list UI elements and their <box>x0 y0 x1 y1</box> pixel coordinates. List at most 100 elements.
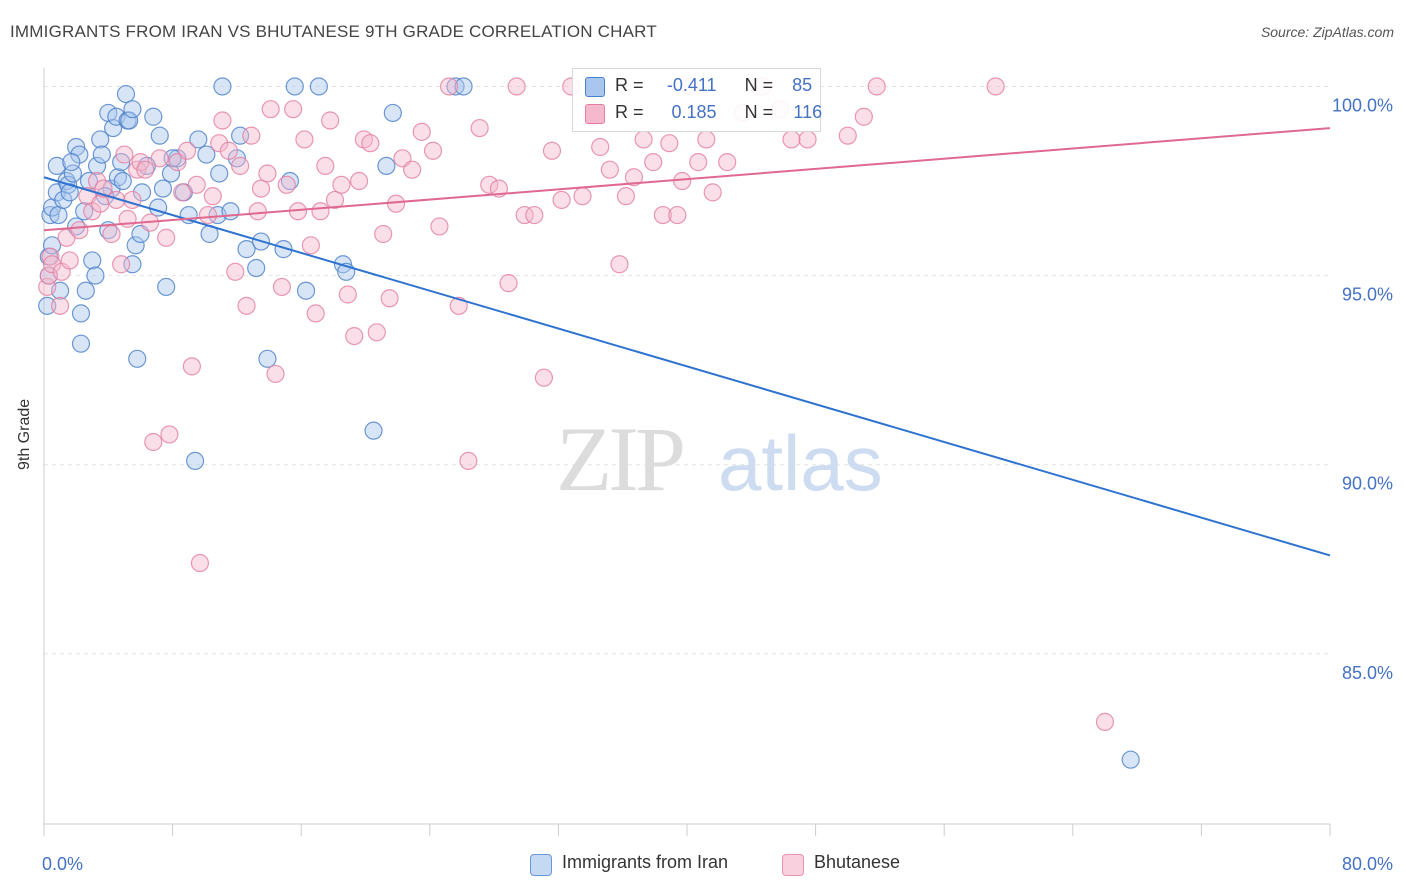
iran-point <box>120 111 139 130</box>
bhutan-point <box>403 160 422 179</box>
bottom-legend-label-iran: Immigrants from Iran <box>562 852 729 872</box>
bhutan-point <box>1095 712 1115 731</box>
legend-n-label: N = <box>744 75 774 95</box>
bhutan-point <box>374 224 393 244</box>
bhutan-trend-line <box>43 127 1331 232</box>
bhutan-point <box>412 122 431 141</box>
iran-point <box>221 202 240 221</box>
bhutan-point <box>41 247 60 266</box>
bhutan-point <box>644 153 663 172</box>
iran-points <box>38 77 1140 769</box>
bhutan-point <box>349 171 369 191</box>
bhutan-points <box>38 77 1115 731</box>
bhutan-point <box>210 134 229 153</box>
watermark-zip: ZIP <box>556 408 683 510</box>
bhutan-point <box>361 134 380 153</box>
iran-point <box>210 164 229 183</box>
bhutan-point <box>697 130 716 149</box>
bhutan-point <box>173 183 192 202</box>
bhutan-point <box>144 432 163 452</box>
iran-point <box>247 258 266 278</box>
chart-source: Source: ZipAtlas.com <box>1260 24 1394 40</box>
bhutan-point <box>60 251 79 270</box>
bhutan-point <box>345 326 364 346</box>
iran-point <box>86 266 105 285</box>
bhutan-point <box>634 130 653 149</box>
iran-point <box>92 145 111 164</box>
bhutan-point <box>177 141 197 160</box>
bhutan-point <box>284 100 303 119</box>
bhutan-point <box>653 205 672 225</box>
bhutan-point <box>136 160 155 179</box>
iran-point <box>104 118 123 138</box>
watermark-atlas: atlas <box>718 419 883 507</box>
bhutan-point <box>187 175 206 194</box>
y-tick-label: 100.0% <box>1332 95 1393 115</box>
iran-point <box>49 205 68 225</box>
bhutan-point <box>107 190 126 210</box>
iran-point <box>63 164 83 183</box>
bhutan-point <box>470 118 489 138</box>
iran-point <box>38 296 57 315</box>
iran-point <box>364 421 383 440</box>
legend-n-label: N = <box>744 102 774 122</box>
bhutan-point <box>838 126 857 145</box>
iran-point <box>113 171 132 191</box>
bhutan-point <box>258 164 277 183</box>
bhutan-point <box>150 149 169 168</box>
iran-point <box>128 349 147 368</box>
legend-r-value: 0.185 <box>671 102 717 122</box>
bhutan-point <box>311 202 330 221</box>
bhutan-point <box>542 141 562 160</box>
bhutan-point <box>182 357 201 376</box>
bhutan-point <box>160 425 179 444</box>
iran-point <box>47 156 66 176</box>
iran-point <box>237 240 256 259</box>
legend-swatch-iran <box>585 77 605 97</box>
bhutan-point <box>316 156 335 176</box>
iran-point <box>189 130 208 149</box>
bhutan-point <box>782 130 801 149</box>
bhutan-point <box>248 202 267 221</box>
iran-point <box>197 145 216 164</box>
bhutan-point <box>295 130 314 149</box>
trend-lines <box>43 127 1331 557</box>
legend-r-label: R = <box>615 102 644 122</box>
iran-point <box>296 281 316 300</box>
bhutan-point <box>87 171 107 191</box>
iran-point <box>91 130 110 149</box>
iran-point <box>383 103 402 123</box>
bhutan-point <box>266 364 285 384</box>
x-tick-label-left: 0.0% <box>42 854 83 874</box>
bhutan-point <box>499 274 518 293</box>
iran-point <box>161 164 181 183</box>
iran-point <box>258 349 277 368</box>
bhutan-point <box>380 289 399 308</box>
iran-point <box>83 251 102 270</box>
bhutan-point <box>102 224 121 244</box>
tick-labels: 85.0% 90.0% 95.0% 100.0% 0.0% 80.0% <box>42 95 1393 874</box>
iran-point <box>132 183 152 202</box>
iran-point <box>123 100 142 119</box>
iran-point <box>42 236 62 255</box>
bhutan-point <box>439 77 459 96</box>
bhutan-point <box>91 194 110 213</box>
bhutan-point <box>157 228 176 247</box>
bhutan-point <box>552 190 571 210</box>
bhutan-point <box>242 126 261 145</box>
bhutan-point <box>718 153 737 172</box>
legend-r-label: R = <box>615 75 644 95</box>
y-tick-label: 90.0% <box>1342 474 1393 494</box>
iran-point <box>62 153 81 172</box>
bottom-legend-swatch-bhutan <box>782 854 804 876</box>
bhutan-point <box>321 111 340 130</box>
bhutan-point <box>986 77 1005 96</box>
bhutan-point <box>515 205 534 225</box>
iran-point <box>71 334 91 353</box>
legend-n-value: 85 <box>792 75 813 95</box>
bhutan-point <box>573 187 592 206</box>
bhutan-point <box>325 190 345 210</box>
bhutan-point <box>272 277 292 297</box>
chart-title: IMMIGRANTS FROM IRAN VS BHUTANESE 9TH GR… <box>10 22 657 41</box>
iran-point <box>186 451 205 471</box>
